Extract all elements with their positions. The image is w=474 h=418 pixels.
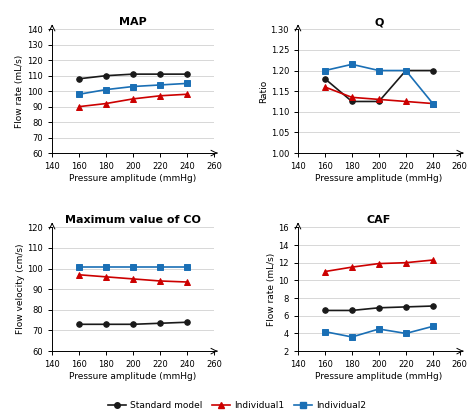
Y-axis label: Flow rate (mL/s): Flow rate (mL/s) — [16, 54, 25, 128]
Y-axis label: Flow rate (mL/s): Flow rate (mL/s) — [266, 252, 275, 326]
X-axis label: Pressure amplitude (mmHg): Pressure amplitude (mmHg) — [69, 174, 197, 183]
Title: Q: Q — [374, 17, 383, 27]
Title: CAF: CAF — [367, 215, 391, 225]
X-axis label: Pressure amplitude (mmHg): Pressure amplitude (mmHg) — [315, 372, 443, 381]
Legend: Standard model, Individual1, Individual2: Standard model, Individual1, Individual2 — [104, 397, 370, 413]
Y-axis label: Flow velocity (cm/s): Flow velocity (cm/s) — [16, 244, 25, 334]
Title: Maximum value of CO: Maximum value of CO — [65, 215, 201, 225]
Y-axis label: Ratio: Ratio — [259, 79, 268, 103]
X-axis label: Pressure amplitude (mmHg): Pressure amplitude (mmHg) — [315, 174, 443, 183]
X-axis label: Pressure amplitude (mmHg): Pressure amplitude (mmHg) — [69, 372, 197, 381]
Title: MAP: MAP — [119, 17, 147, 27]
